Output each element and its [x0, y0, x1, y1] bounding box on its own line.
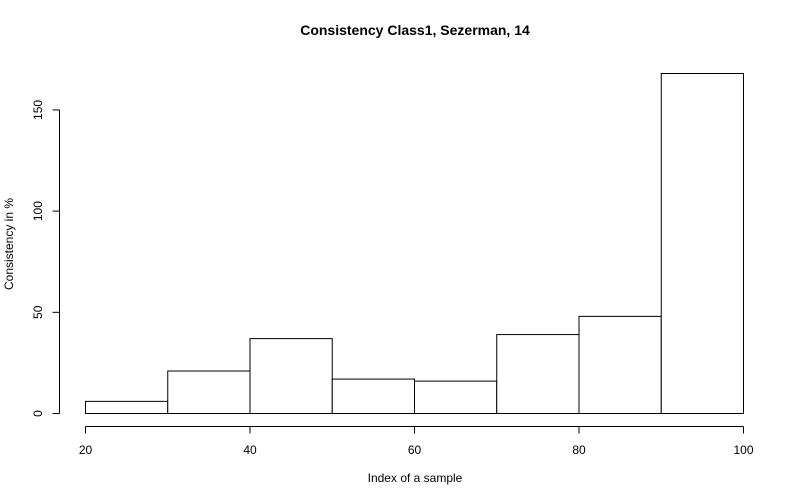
histogram-bar — [249, 338, 333, 414]
x-axis: 20 40 60 80 100 — [79, 426, 754, 457]
y-tick-label: 150 — [31, 100, 45, 120]
histogram-bar — [578, 315, 662, 415]
histogram-bar — [85, 400, 169, 415]
y-tick-label: 0 — [31, 410, 45, 417]
histogram-bar — [660, 73, 744, 414]
bars-group — [85, 73, 744, 415]
x-tick-label: 80 — [572, 443, 586, 457]
y-tick-label: 50 — [31, 305, 45, 319]
x-tick-label: 40 — [243, 443, 257, 457]
histogram-bar — [496, 334, 580, 415]
histogram-bar — [167, 370, 251, 414]
x-tick-label: 20 — [79, 443, 93, 457]
y-axis: 0 50 100 150 — [31, 100, 60, 417]
x-tick-label: 60 — [408, 443, 422, 457]
x-axis-label: Index of a sample — [368, 471, 463, 485]
histogram-bar — [331, 378, 415, 415]
y-tick-label: 100 — [31, 201, 45, 221]
x-tick-label: 100 — [733, 443, 753, 457]
histogram-bar — [414, 380, 498, 414]
chart-title: Consistency Class1, Sezerman, 14 — [300, 22, 530, 38]
y-axis-label: Consistency in % — [2, 198, 16, 290]
